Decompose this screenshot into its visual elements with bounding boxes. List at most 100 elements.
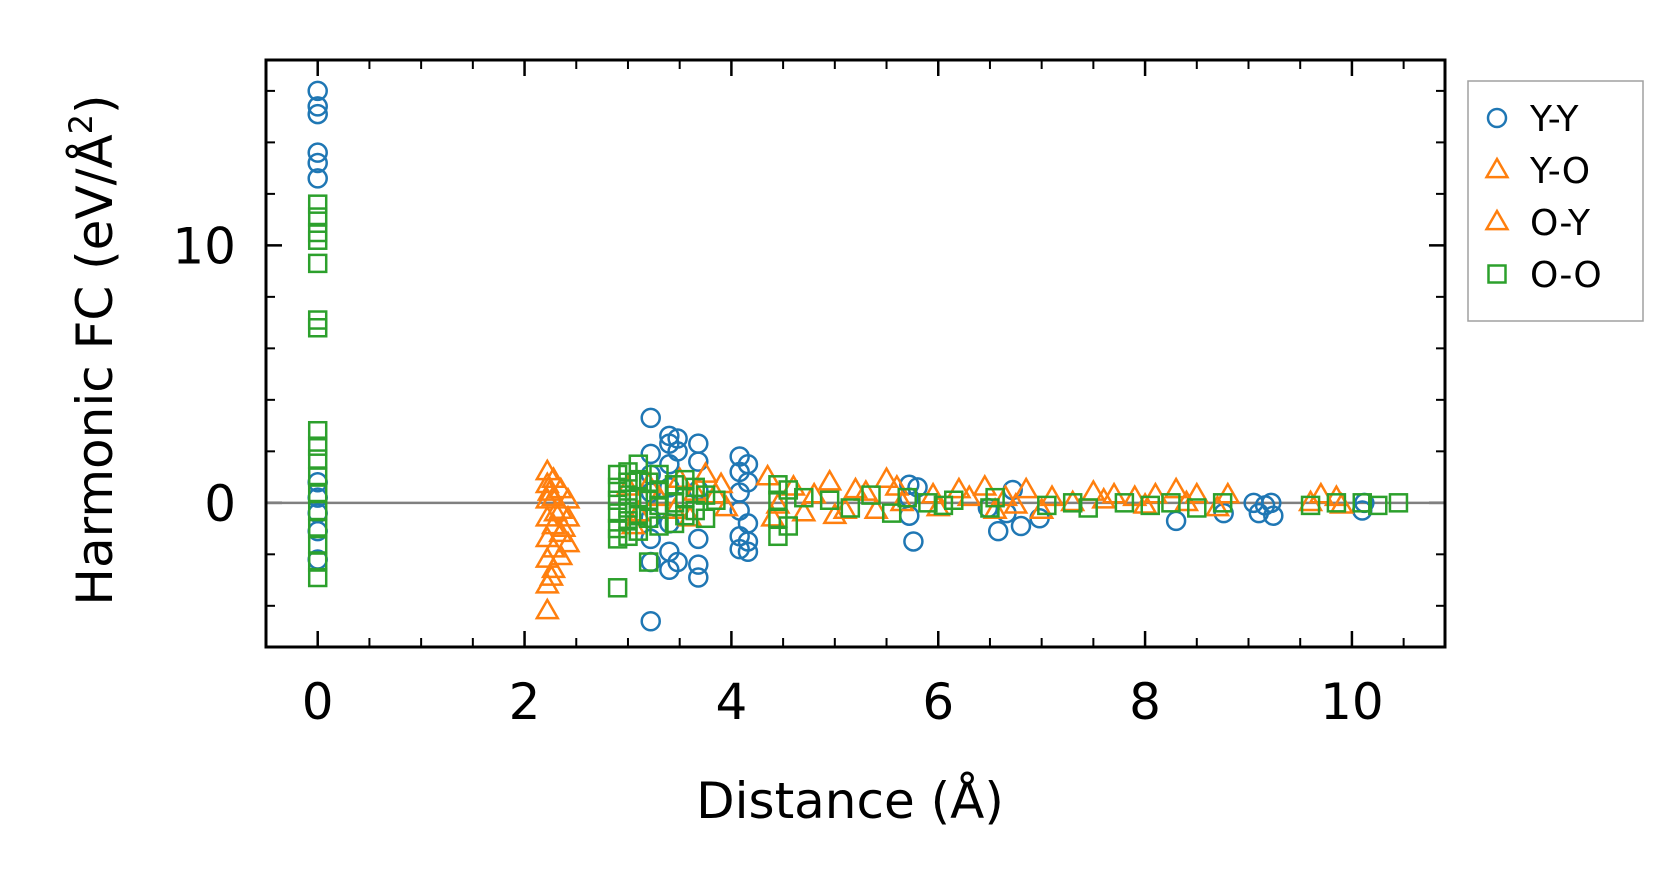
data-point xyxy=(307,152,328,174)
data-point xyxy=(640,611,661,632)
plot-frame xyxy=(264,58,1447,649)
data-point xyxy=(1326,493,1347,513)
data-point xyxy=(540,556,567,579)
data-point xyxy=(1388,493,1409,513)
data-point xyxy=(1132,491,1158,514)
legend-item: Y-O xyxy=(1484,151,1590,192)
data-point xyxy=(840,498,861,518)
data-point xyxy=(1213,502,1234,524)
data-point xyxy=(819,490,840,510)
data-point xyxy=(706,490,726,510)
data-point xyxy=(873,466,900,489)
data-point xyxy=(692,460,719,483)
data-point xyxy=(307,194,328,214)
data-point xyxy=(649,464,669,485)
data-point xyxy=(542,499,569,522)
data-point xyxy=(307,449,328,469)
data-point xyxy=(307,567,328,588)
data-point xyxy=(618,526,638,547)
data-point xyxy=(980,498,1000,518)
data-point xyxy=(688,567,709,588)
x-tick-label: 4 xyxy=(715,673,747,731)
legend-label: O-Y xyxy=(1530,203,1591,244)
data-point xyxy=(307,253,328,274)
data-point xyxy=(933,495,954,516)
data-point xyxy=(534,597,560,620)
data-point xyxy=(628,521,649,541)
data-point xyxy=(1114,493,1135,513)
data-point xyxy=(307,168,328,189)
x-tick-label: 6 xyxy=(922,673,954,731)
data-point xyxy=(992,484,1019,507)
data-point xyxy=(760,504,786,527)
data-point xyxy=(640,443,661,465)
data-point xyxy=(618,511,638,531)
data-point xyxy=(1163,476,1189,499)
data-point xyxy=(985,487,1005,508)
data-point xyxy=(688,433,709,454)
y-axis-title-superscript: 2 xyxy=(62,114,100,134)
data-point xyxy=(618,485,638,505)
data-point xyxy=(555,530,581,553)
data-point xyxy=(1184,481,1210,504)
series-o-o xyxy=(307,194,1409,598)
data-point xyxy=(765,491,791,514)
data-point xyxy=(1161,493,1181,513)
legend-item: O-Y xyxy=(1484,203,1591,244)
data-point xyxy=(822,502,848,525)
y-tick-label: 10 xyxy=(172,217,236,275)
data-points xyxy=(307,80,1409,632)
data-point xyxy=(607,529,628,549)
data-point xyxy=(1029,497,1055,519)
data-point xyxy=(618,472,638,492)
data-point xyxy=(903,531,924,552)
data-point xyxy=(863,497,889,519)
data-point xyxy=(780,473,807,496)
x-axis-title: Distance (Å) xyxy=(696,772,1004,830)
data-point xyxy=(667,441,688,462)
data-point xyxy=(628,505,649,526)
data-point xyxy=(551,515,577,537)
data-point xyxy=(307,467,328,487)
data-point xyxy=(817,468,843,491)
data-point xyxy=(664,493,685,513)
data-point xyxy=(1078,498,1098,518)
data-point xyxy=(1212,493,1233,513)
x-tick-label: 0 xyxy=(302,673,334,731)
data-point xyxy=(307,142,328,163)
data-point xyxy=(1062,493,1083,513)
data-point xyxy=(1010,515,1032,537)
data-point xyxy=(307,420,328,441)
data-point xyxy=(794,487,814,508)
data-point xyxy=(1187,498,1207,518)
data-point xyxy=(907,477,928,498)
data-point xyxy=(791,499,817,522)
data-point xyxy=(897,487,917,508)
data-point xyxy=(1091,486,1117,509)
data-point xyxy=(688,528,709,550)
data-point xyxy=(1352,493,1373,513)
data-point xyxy=(1060,489,1086,512)
series-y-y xyxy=(307,80,1375,632)
data-point xyxy=(861,485,881,505)
data-point xyxy=(1173,489,1200,512)
y-axis-title: Harmonic FC (eV/Å2) xyxy=(62,94,124,605)
data-point xyxy=(946,476,972,499)
legend-marker xyxy=(1484,208,1510,231)
data-point xyxy=(538,563,565,586)
data-point xyxy=(649,516,669,536)
data-point xyxy=(649,495,669,516)
data-point xyxy=(307,318,328,338)
data-point xyxy=(667,466,693,489)
data-point xyxy=(307,518,328,539)
data-point xyxy=(307,80,328,102)
data-point xyxy=(695,485,716,505)
data-point xyxy=(640,407,661,429)
data-point xyxy=(659,425,680,447)
data-point xyxy=(713,494,739,517)
legend-item: Y-Y xyxy=(1486,99,1579,140)
y-tick-label: 0 xyxy=(204,475,236,533)
data-point xyxy=(1308,481,1334,504)
legend-marker xyxy=(1484,156,1510,179)
